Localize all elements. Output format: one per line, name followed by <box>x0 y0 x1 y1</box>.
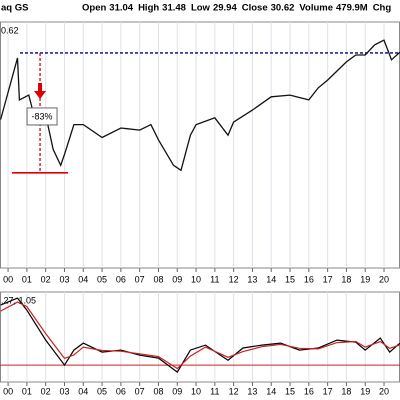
x-tick-label: 07 <box>135 274 145 284</box>
x-tick-label: 10 <box>191 274 201 284</box>
indicator-label: .27, 1.05 <box>1 295 36 305</box>
x-tick-label: 20 <box>379 274 389 284</box>
x-tick-label: 15 <box>285 274 295 284</box>
field-value: 29.94 <box>213 3 237 14</box>
price-label: 0.62 <box>1 25 19 35</box>
x-tick-label: 04 <box>78 386 88 396</box>
x-tick-label: 12 <box>229 274 239 284</box>
field-value: 31.04 <box>109 3 133 14</box>
field-label: High <box>138 3 159 14</box>
field-label: Close <box>242 3 268 14</box>
x-tick-label: 00 <box>3 386 13 396</box>
x-tick-label: 07 <box>135 386 145 396</box>
x-tick-label: 14 <box>266 386 276 396</box>
x-tick-label: 02 <box>41 386 51 396</box>
field-value: 31.48 <box>162 3 186 14</box>
x-tick-label: 05 <box>97 386 107 396</box>
series-line <box>0 301 400 370</box>
x-tick-label: 15 <box>285 386 295 396</box>
x-tick-label: 01 <box>22 386 32 396</box>
x-tick-label: 00 <box>3 274 13 284</box>
x-tick-label: 03 <box>59 274 69 284</box>
x-tick-label: 16 <box>304 274 314 284</box>
x-tick-label: 18 <box>341 274 351 284</box>
x-tick-label: 01 <box>22 274 32 284</box>
drawdown-label: -83% <box>32 111 53 121</box>
x-tick-label: 06 <box>116 386 126 396</box>
x-tick-label: 11 <box>210 386 219 396</box>
symbol: aq GS <box>1 3 28 14</box>
x-tick-label: 08 <box>153 274 163 284</box>
x-tick-label: 10 <box>191 386 201 396</box>
x-tick-label: 06 <box>116 274 126 284</box>
x-tick-label: 17 <box>323 386 333 396</box>
field-value: 30.62 <box>271 3 295 14</box>
x-tick-label: 09 <box>172 274 182 284</box>
x-tick-label: 11 <box>210 274 219 284</box>
field-label: Chg <box>373 3 392 14</box>
x-tick-label: 09 <box>172 386 182 396</box>
panel <box>0 291 400 383</box>
x-tick-label: 05 <box>97 274 107 284</box>
x-tick-label: 20 <box>379 386 389 396</box>
field-label: Open <box>82 3 106 14</box>
x-tick-label: 12 <box>229 386 239 396</box>
x-tick-label: 16 <box>304 386 314 396</box>
drawdown-box <box>26 107 58 126</box>
x-tick-label: 14 <box>266 274 276 284</box>
x-tick-label: 13 <box>247 386 257 396</box>
x-tick-label: 17 <box>323 274 333 284</box>
x-tick-label: 02 <box>41 274 51 284</box>
panel <box>0 21 400 269</box>
x-tick-label: 19 <box>360 386 370 396</box>
x-tick-label: 19 <box>360 274 370 284</box>
x-tick-label: 18 <box>341 386 351 396</box>
series-line <box>0 39 400 172</box>
x-tick-label: 04 <box>78 274 88 284</box>
x-tick-label: 03 <box>59 386 69 396</box>
x-tick-label: 08 <box>153 386 163 396</box>
field-value: 479.9M <box>336 3 368 14</box>
field-label: Volume <box>299 3 333 14</box>
arrow <box>34 82 47 99</box>
field-label: Low <box>191 3 211 14</box>
x-tick-label: 13 <box>247 274 257 284</box>
